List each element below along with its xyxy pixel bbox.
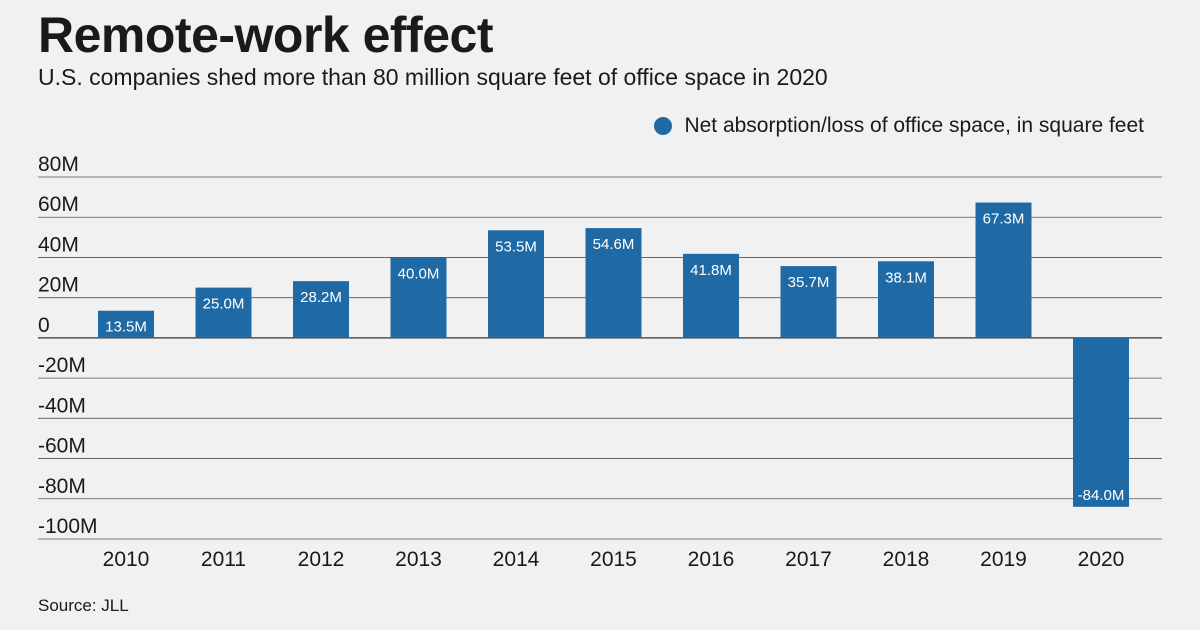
data-label: 38.1M: [885, 269, 927, 286]
chart-title: Remote-work effect: [38, 7, 494, 63]
x-tick-label: 2017: [785, 548, 832, 571]
data-label: 28.2M: [300, 289, 342, 306]
y-tick-label: -60M: [38, 435, 86, 458]
bar: [98, 310, 154, 338]
chart-subtitle: U.S. companies shed more than 80 million…: [38, 64, 828, 90]
bar: [293, 281, 349, 338]
x-tick-label: 2013: [395, 548, 442, 571]
x-tick-label: 2010: [103, 548, 150, 571]
data-label: 41.8M: [690, 262, 732, 279]
data-label: 35.7M: [788, 274, 830, 291]
y-tick-label: 20M: [38, 274, 79, 297]
bar: [390, 257, 447, 338]
source-note: Source: JLL: [38, 596, 129, 615]
legend-label: Net absorption/loss of office space, in …: [684, 114, 1144, 137]
y-tick-label: 60M: [38, 193, 79, 216]
y-tick-label: 0: [38, 314, 50, 337]
x-tick-label: 2019: [980, 548, 1027, 571]
x-tick-label: 2016: [688, 548, 735, 571]
data-label: 25.0M: [203, 296, 245, 313]
x-tick-label: 2018: [883, 548, 930, 571]
x-tick-label: 2014: [493, 548, 540, 571]
bar: [975, 202, 1032, 338]
y-tick-label: -40M: [38, 394, 86, 417]
x-tick-label: 2011: [201, 548, 246, 571]
bar: [585, 228, 642, 338]
legend-marker: [654, 117, 673, 135]
y-tick-label: 40M: [38, 233, 79, 256]
bar: [195, 287, 252, 338]
y-tick-label: -20M: [38, 354, 86, 377]
data-label: 40.0M: [398, 265, 440, 282]
x-tick-label: 2020: [1078, 548, 1125, 571]
data-label: 13.5M: [105, 319, 147, 336]
y-tick-label: -100M: [38, 515, 98, 538]
legend: Net absorption/loss of office space, in …: [654, 114, 1144, 138]
data-label: -84.0M: [1078, 487, 1125, 504]
y-tick-label: -80M: [38, 475, 86, 498]
data-label: 67.3M: [983, 211, 1025, 228]
bar: [878, 261, 934, 338]
bar: [1073, 337, 1129, 507]
x-tick-label: 2015: [590, 548, 637, 571]
data-label: 54.6M: [593, 236, 635, 253]
bar: [683, 253, 739, 338]
x-tick-label: 2012: [298, 548, 345, 571]
bar: [780, 266, 837, 338]
bar: [488, 230, 544, 338]
data-label: 53.5M: [495, 238, 537, 255]
y-tick-label: 80M: [38, 153, 79, 176]
